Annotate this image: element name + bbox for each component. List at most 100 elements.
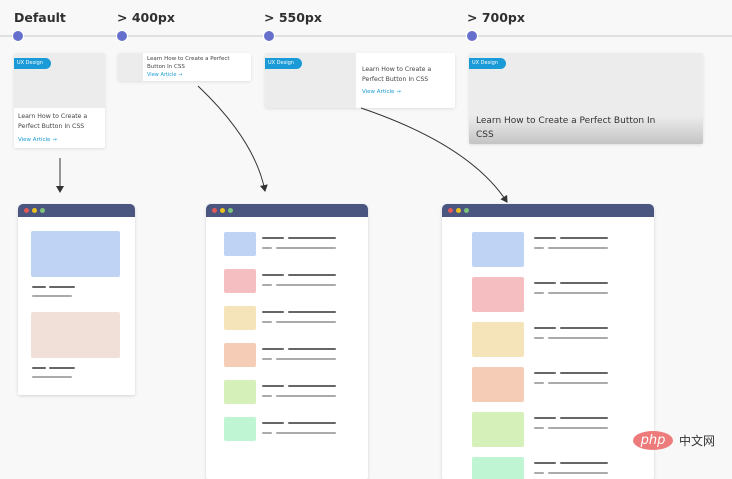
browser-window-tablet bbox=[206, 204, 368, 479]
watermark-text: 中文网 bbox=[679, 434, 716, 448]
view-article-link[interactable]: View Article → bbox=[18, 137, 57, 143]
view-article-link[interactable]: View Article → bbox=[362, 89, 401, 95]
text-line bbox=[534, 327, 556, 329]
text-line bbox=[560, 462, 608, 464]
breakpoint-label-700: > 700px bbox=[467, 10, 525, 25]
window-titlebar bbox=[18, 204, 135, 217]
text-line bbox=[262, 311, 284, 313]
text-line bbox=[534, 472, 544, 474]
timeline-dot bbox=[466, 30, 478, 42]
text-line bbox=[560, 417, 608, 419]
placeholder-image bbox=[224, 380, 256, 404]
card-700: UX Design Learn How to Create a Perfect … bbox=[469, 53, 703, 144]
placeholder-image bbox=[31, 312, 120, 358]
text-line bbox=[288, 237, 336, 239]
text-line bbox=[534, 237, 556, 239]
text-line bbox=[262, 284, 272, 286]
placeholder-image bbox=[472, 322, 524, 357]
text-line bbox=[288, 348, 336, 350]
text-line bbox=[534, 292, 544, 294]
text-line bbox=[276, 395, 336, 397]
text-line bbox=[548, 247, 608, 249]
text-line bbox=[548, 472, 608, 474]
text-line bbox=[560, 372, 608, 374]
text-line bbox=[276, 432, 336, 434]
window-titlebar bbox=[442, 204, 654, 217]
timeline-dot bbox=[263, 30, 275, 42]
category-badge: UX Design bbox=[14, 58, 51, 69]
text-line bbox=[276, 358, 336, 360]
placeholder-image bbox=[472, 367, 524, 402]
timeline-dot bbox=[12, 30, 24, 42]
text-line bbox=[534, 462, 556, 464]
placeholder-image bbox=[224, 417, 256, 441]
browser-window-desktop bbox=[442, 204, 654, 479]
card-title: Learn How to Create a Perfect Button In … bbox=[476, 116, 656, 140]
view-article-link[interactable]: View Article → bbox=[147, 72, 183, 78]
text-line bbox=[548, 382, 608, 384]
text-line bbox=[262, 247, 272, 249]
text-line bbox=[560, 237, 608, 239]
text-line bbox=[288, 274, 336, 276]
text-line bbox=[560, 282, 608, 284]
card-title: Learn How to Create a Perfect Button In … bbox=[362, 66, 432, 83]
placeholder-image bbox=[472, 457, 524, 479]
text-line bbox=[262, 422, 284, 424]
placeholder-image bbox=[31, 231, 120, 277]
card-gradient bbox=[469, 116, 703, 144]
text-line bbox=[548, 292, 608, 294]
category-badge: UX Design bbox=[265, 58, 302, 69]
text-line bbox=[262, 348, 284, 350]
text-line bbox=[262, 432, 272, 434]
text-line bbox=[534, 337, 544, 339]
text-line bbox=[534, 247, 544, 249]
text-line bbox=[288, 385, 336, 387]
card-400: Learn How to Create a Perfect Button In … bbox=[118, 53, 251, 81]
text-line bbox=[548, 337, 608, 339]
text-line bbox=[534, 382, 544, 384]
category-badge: UX Design bbox=[469, 58, 506, 69]
placeholder-image bbox=[472, 232, 524, 267]
text-line bbox=[560, 327, 608, 329]
breakpoint-label-400: > 400px bbox=[117, 10, 175, 25]
text-line bbox=[288, 311, 336, 313]
watermark-logo: php bbox=[633, 431, 673, 450]
text-line bbox=[262, 321, 272, 323]
text-line bbox=[262, 237, 284, 239]
text-line bbox=[548, 427, 608, 429]
placeholder-image bbox=[224, 269, 256, 293]
placeholder-image bbox=[472, 412, 524, 447]
text-line bbox=[288, 422, 336, 424]
placeholder-image bbox=[472, 277, 524, 312]
arrow-right-icon: → bbox=[178, 72, 183, 78]
timeline-dot bbox=[116, 30, 128, 42]
placeholder-image bbox=[224, 232, 256, 256]
card-title: Learn How to Create a Perfect Button In … bbox=[18, 113, 88, 130]
breakpoint-label-default: Default bbox=[14, 10, 66, 25]
arrow-right-icon: → bbox=[52, 137, 57, 143]
browser-window-mobile bbox=[18, 204, 135, 395]
text-line bbox=[534, 372, 556, 374]
text-line bbox=[534, 427, 544, 429]
placeholder-image bbox=[224, 306, 256, 330]
text-line bbox=[262, 274, 284, 276]
card-default: UX Design Learn How to Create a Perfect … bbox=[14, 53, 105, 148]
text-line bbox=[276, 247, 336, 249]
breakpoint-label-550: > 550px bbox=[264, 10, 322, 25]
arrow bbox=[197, 85, 268, 192]
arrow-right-icon: → bbox=[396, 89, 401, 95]
text-line bbox=[534, 417, 556, 419]
text-line bbox=[276, 284, 336, 286]
text-line bbox=[262, 358, 272, 360]
text-line bbox=[276, 321, 336, 323]
window-titlebar bbox=[206, 204, 368, 217]
card-image bbox=[118, 53, 143, 81]
text-line bbox=[262, 385, 284, 387]
placeholder-image bbox=[224, 343, 256, 367]
text-line bbox=[262, 395, 272, 397]
arrow bbox=[360, 107, 508, 203]
timeline-line bbox=[0, 35, 732, 37]
card-title: Learn How to Create a Perfect Button In … bbox=[147, 56, 230, 70]
card-550: UX Design Learn How to Create a Perfect … bbox=[265, 53, 455, 108]
